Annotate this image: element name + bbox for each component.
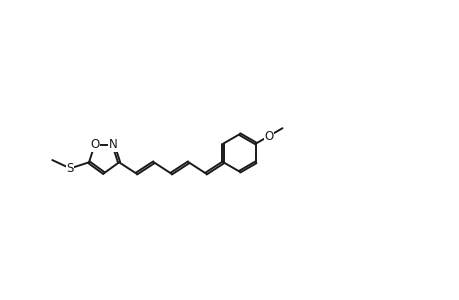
Text: S: S bbox=[67, 162, 74, 175]
Text: O: O bbox=[263, 130, 273, 142]
Text: O: O bbox=[90, 138, 99, 151]
Text: N: N bbox=[109, 138, 118, 151]
